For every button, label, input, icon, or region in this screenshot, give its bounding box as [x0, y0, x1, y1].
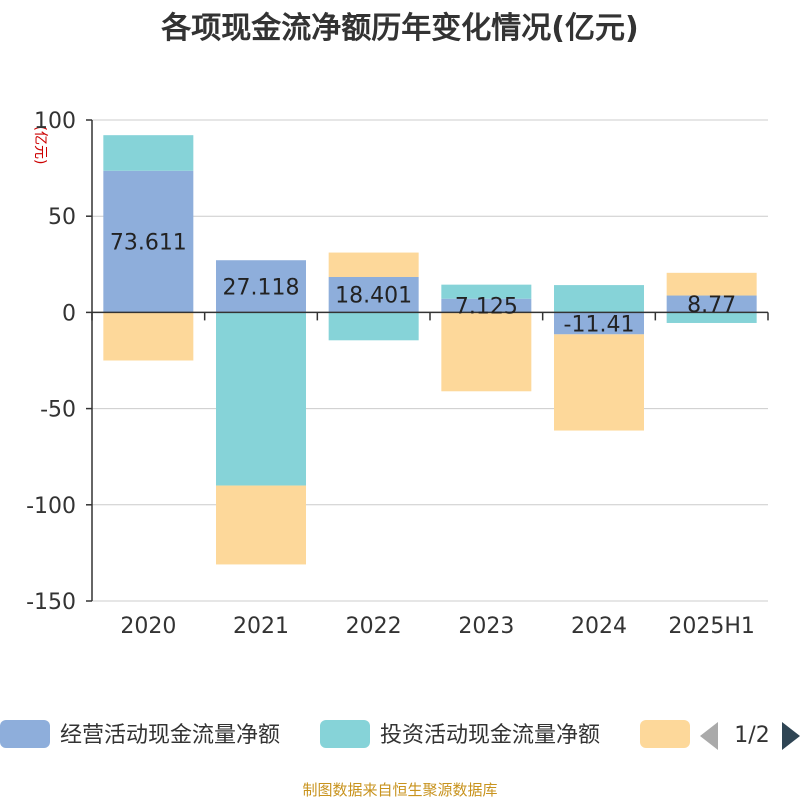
bar-2020-series-2 [103, 135, 194, 171]
bar-2020-series-3 [103, 312, 194, 361]
chart-title: 各项现金流净额历年变化情况(亿元) [160, 11, 638, 46]
data-label-2023: 7.125 [455, 295, 518, 320]
legend-prev-page-icon[interactable] [700, 722, 718, 750]
y-tick-label: -150 [26, 590, 76, 615]
bar-2023-series-3 [441, 312, 532, 392]
data-label-2022: 18.401 [335, 284, 412, 309]
data-label-2021: 27.118 [223, 275, 300, 300]
legend-next-page-icon[interactable] [782, 722, 800, 750]
legend-swatch-series-2 [320, 720, 370, 748]
x-tick-label: 2021 [233, 614, 289, 639]
bar-2024-series-3 [554, 334, 644, 431]
data-label-2025H1: 8.77 [687, 293, 736, 318]
legend: 经营活动现金流量净额 投资活动现金流量净额 1/2 [0, 720, 800, 750]
bar-2022-series-3 [328, 252, 419, 277]
data-label-2024: -11.41 [564, 312, 635, 337]
legend-page-indicator: 1/2 [734, 723, 769, 748]
bar-2021-series-2 [216, 312, 306, 486]
bar-2024-series-1 [554, 312, 644, 335]
y-tick-label: -50 [40, 398, 76, 423]
y-tick-label: 100 [34, 109, 76, 134]
bar-2021-series-1 [216, 260, 306, 313]
legend-swatch-series-3 [640, 720, 690, 748]
bar-2025H1-series-1 [666, 295, 757, 313]
y-tick-label: -100 [26, 494, 76, 519]
x-tick-label: 2025H1 [668, 614, 755, 639]
bar-2022-series-1 [328, 276, 419, 313]
legend-label-series-2: 投资活动现金流量净额 [380, 723, 600, 748]
x-tick-label: 2023 [458, 614, 514, 639]
bar-2023-series-1 [441, 298, 532, 313]
x-tick-label: 2022 [346, 614, 402, 639]
grid-lines [92, 119, 768, 602]
source-footer: 制图数据来自恒生聚源数据库 [302, 781, 497, 799]
data-label-2020: 73.611 [110, 231, 187, 256]
bar-2025H1-series-2 [666, 312, 757, 323]
bar-2022-series-2 [328, 312, 419, 341]
legend-label-series-1: 经营活动现金流量净额 [60, 723, 280, 748]
axes: 100 50 0 -50 -100 -150 2020 2021 2022 2023 2024 202… [26, 109, 769, 639]
data-labels: 73.611 27.118 18.401 7.125 -11.41 8.77 [110, 231, 736, 338]
bar-2021-series-3 [216, 485, 306, 565]
bar-2023-series-2 [441, 284, 532, 299]
y-tick-label: 0 [62, 301, 76, 326]
x-tick-label: 2024 [571, 614, 627, 639]
legend-swatch-series-1 [0, 720, 50, 748]
bars [103, 135, 757, 565]
y-tick-label: 50 [48, 205, 76, 230]
y-axis-unit-label: (亿元) [32, 126, 48, 165]
x-tick-label: 2020 [120, 614, 176, 639]
bar-2024-series-2 [554, 285, 644, 313]
bar-2025H1-series-3 [666, 272, 757, 296]
bar-2020-series-1 [103, 170, 194, 313]
